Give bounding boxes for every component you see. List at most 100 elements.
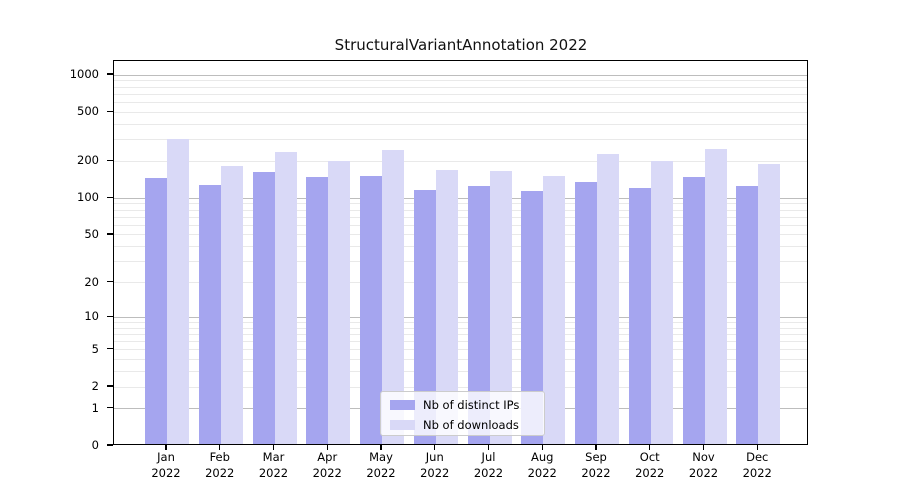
bar-distinct-ips [252,171,275,444]
y-tick-label: 200 [77,153,99,168]
legend-swatch-distinct-ips [390,400,415,410]
gridline [114,139,807,141]
x-tick-mark [272,445,275,450]
x-tick-mark [219,445,221,450]
x-tick-mark [649,445,651,450]
gridline [114,341,807,343]
gridline [114,333,807,335]
y-tick-label: 1000 [69,67,99,82]
gridline [114,101,807,103]
plot-area [113,60,808,445]
gridline [114,321,807,323]
bar-downloads [382,149,404,444]
x-tick-label: Aug 2022 [527,450,557,480]
y-tick-mark [107,444,113,446]
x-tick-mark [541,445,543,450]
legend: Nb of distinct IPs Nb of downloads [380,391,545,436]
bar-downloads [650,160,673,444]
y-tick-mark [107,233,113,235]
y-tick-label: 20 [84,274,99,289]
gridline [114,224,807,226]
x-tick-mark [326,445,328,450]
bar-distinct-ips [628,187,651,444]
x-tick-label: Nov 2022 [688,450,719,480]
bar-distinct-ips [736,185,759,444]
gridline [114,234,807,236]
bar-downloads [543,175,566,444]
gridline [114,261,807,263]
x-tick-mark [165,445,167,450]
bar-downloads [704,149,727,444]
y-tick-label: 50 [84,226,99,241]
bar-downloads [435,169,458,444]
bar-downloads [274,152,297,444]
x-tick-label: Apr 2022 [312,450,342,480]
x-tick-mark [756,445,758,450]
gridline [114,327,807,329]
y-tick-label: 5 [91,341,99,356]
x-tick-label: Feb 2022 [205,450,235,480]
y-tick-mark [107,73,113,75]
gridline [114,216,807,218]
legend-label-downloads: Nb of downloads [423,418,519,432]
gridline [114,93,807,95]
legend-entry-downloads: Nb of downloads [381,417,519,433]
gridline [114,359,807,361]
gridline [114,371,807,373]
gridline [114,197,807,199]
bar-distinct-ips [521,190,544,444]
gridline [114,86,807,88]
bar-downloads [597,153,619,444]
gridline [114,209,807,211]
x-tick-label: Mar 2022 [258,450,289,480]
legend-label-distinct-ips: Nb of distinct IPs [423,398,520,412]
y-tick-mark [107,110,113,112]
y-tick-mark [107,159,113,161]
y-tick-mark [107,407,113,409]
bar-downloads [328,161,351,444]
x-tick-mark [487,445,490,450]
x-tick-label: Oct 2022 [635,450,665,480]
y-tick-mark [107,315,113,317]
x-tick-mark [702,445,705,450]
bar-downloads [167,138,189,444]
legend-entry-distinct-ips: Nb of distinct IPs [381,397,519,413]
x-tick-mark [434,445,436,450]
bar-distinct-ips [306,176,329,444]
gridline [114,246,807,248]
x-tick-mark [595,445,597,450]
x-tick-label: May 2022 [366,450,396,480]
gridline [114,282,807,284]
y-tick-label: 500 [77,104,99,119]
y-tick-label: 0 [91,438,99,452]
x-tick-label: Sep 2022 [581,450,611,480]
x-tick-label: Dec 2022 [742,450,772,480]
x-tick-label: Jul 2022 [473,450,504,480]
gridline [114,386,807,388]
gridline [114,349,807,351]
y-tick-mark [107,348,113,350]
chart-title: StructuralVariantAnnotation 2022 [334,36,588,54]
bar-downloads [758,164,781,444]
y-tick-label: 10 [84,309,99,324]
bar-downloads [220,165,243,444]
x-tick-mark [380,445,382,450]
y-tick-label: 1 [91,400,99,415]
bar-distinct-ips [360,176,382,444]
y-tick-mark [107,385,113,387]
bar-distinct-ips [575,182,597,444]
bar-distinct-ips [145,177,167,444]
legend-swatch-downloads [390,420,415,430]
bar-downloads [489,170,512,444]
bar-distinct-ips [198,184,221,444]
x-tick-label: Jun 2022 [420,450,450,480]
y-tick-mark [107,196,113,198]
gridline [114,123,807,125]
gridline [114,74,807,76]
y-tick-mark [107,280,113,283]
gridline [114,111,807,113]
bar-distinct-ips [413,190,436,444]
gridline [114,160,807,162]
y-tick-label: 2 [91,379,99,394]
